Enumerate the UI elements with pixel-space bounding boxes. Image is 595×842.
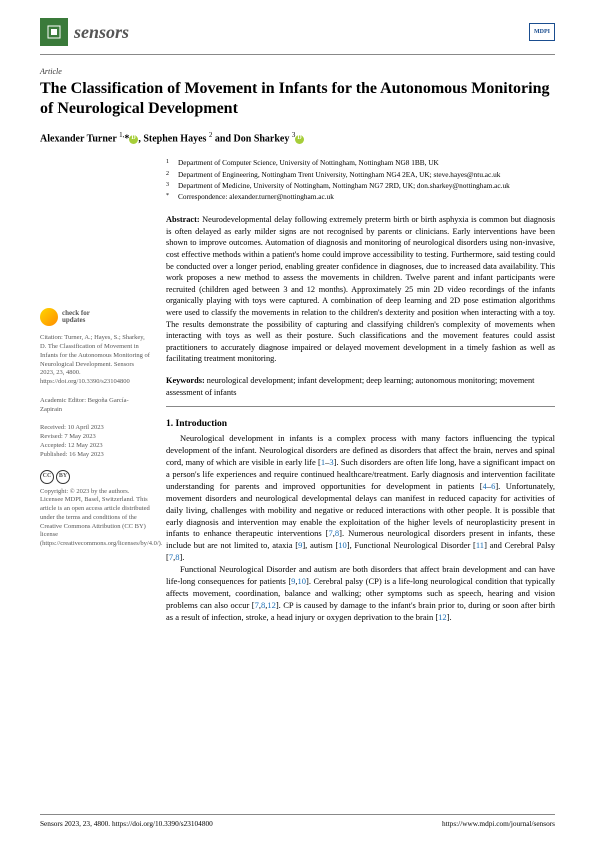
- abstract: Abstract: Neurodevelopmental delay follo…: [166, 214, 555, 365]
- dates-block: Received: 10 April 2023 Revised: 7 May 2…: [40, 424, 150, 459]
- footer: Sensors 2023, 23, 4800. https://doi.org/…: [40, 814, 555, 828]
- correspondence: Correspondence: alexander.turner@notting…: [178, 192, 334, 202]
- citation-link[interactable]: 9: [298, 540, 302, 550]
- header-bar: sensors MDPI: [0, 0, 595, 54]
- citation-link[interactable]: 3: [329, 457, 333, 467]
- cc-license-badge: CC BY: [40, 470, 150, 484]
- journal-name: sensors: [74, 22, 129, 43]
- article-title: The Classification of Movement in Infant…: [40, 79, 555, 119]
- citation-link[interactable]: 8: [335, 528, 339, 538]
- by-icon: BY: [56, 470, 70, 484]
- keywords: Keywords: neurological development; infa…: [166, 375, 555, 398]
- citation-link[interactable]: 1: [321, 457, 325, 467]
- check-updates-icon: [40, 308, 58, 326]
- affiliation-2: Department of Engineering, Nottingham Tr…: [178, 170, 500, 180]
- copyright-block: Copyright: © 2023 by the authors. Licens…: [40, 488, 150, 549]
- citation-link[interactable]: 12: [267, 600, 276, 610]
- abstract-label: Abstract:: [166, 215, 200, 224]
- section-divider: [166, 406, 555, 407]
- orcid-icon: [129, 135, 138, 144]
- published-date: Published: 16 May 2023: [40, 451, 150, 460]
- citation-link[interactable]: 4: [483, 481, 487, 491]
- citation-link[interactable]: 10: [298, 576, 307, 586]
- citation-link[interactable]: 9: [291, 576, 295, 586]
- two-column-layout: check forupdates Citation: Turner, A.; H…: [40, 158, 555, 623]
- body-text: Neurological development in infants is a…: [166, 433, 555, 623]
- accepted-date: Accepted: 12 May 2023: [40, 442, 150, 451]
- journal-logo-icon: [40, 18, 68, 46]
- citation-link[interactable]: 10: [338, 540, 347, 550]
- citation-link[interactable]: 7: [329, 528, 333, 538]
- keywords-text: neurological development; infant develop…: [166, 376, 534, 397]
- paragraph-1: Neurological development in infants is a…: [166, 433, 555, 564]
- mdpi-logo: MDPI: [529, 23, 555, 41]
- footer-right[interactable]: https://www.mdpi.com/journal/sensors: [442, 819, 555, 828]
- citation-link[interactable]: 8: [175, 552, 179, 562]
- affiliation-3: Department of Medicine, University of No…: [178, 181, 510, 191]
- citation-link[interactable]: 11: [476, 540, 484, 550]
- section-heading: 1. Introduction: [166, 419, 555, 429]
- main-column: 1 Department of Computer Science, Univers…: [166, 158, 555, 623]
- affiliations: 1Department of Computer Science, Univers…: [166, 158, 555, 202]
- revised-date: Revised: 7 May 2023: [40, 433, 150, 442]
- journal-logo: sensors: [40, 18, 129, 46]
- check-for-updates[interactable]: check forupdates: [40, 308, 150, 326]
- paragraph-2: Functional Neurological Disorder and aut…: [166, 564, 555, 623]
- citation-block: Citation: Turner, A.; Hayes, S.; Sharkey…: [40, 334, 150, 387]
- citation-link[interactable]: 12: [438, 612, 447, 622]
- footer-left: Sensors 2023, 23, 4800. https://doi.org/…: [40, 819, 213, 828]
- citation-link[interactable]: 7: [255, 600, 259, 610]
- sidebar: check forupdates Citation: Turner, A.; H…: [40, 158, 150, 623]
- check-updates-label: check forupdates: [62, 310, 90, 325]
- article-type: Article: [40, 67, 555, 76]
- keywords-label: Keywords:: [166, 376, 205, 385]
- abstract-text: Neurodevelopmental delay following extre…: [166, 215, 555, 363]
- orcid-icon: [295, 135, 304, 144]
- affiliation-1: Department of Computer Science, Universi…: [178, 158, 439, 168]
- authors: Alexander Turner 1,*, Stephen Hayes 2 an…: [40, 131, 555, 144]
- received-date: Received: 10 April 2023: [40, 424, 150, 433]
- editor-block: Academic Editor: Begoña García-Zapirain: [40, 397, 150, 415]
- cc-icon: CC: [40, 470, 54, 484]
- citation-link[interactable]: 8: [261, 600, 265, 610]
- citation-link[interactable]: 7: [169, 552, 173, 562]
- citation-link[interactable]: 6: [491, 481, 495, 491]
- main-content: Article The Classification of Movement i…: [0, 55, 595, 624]
